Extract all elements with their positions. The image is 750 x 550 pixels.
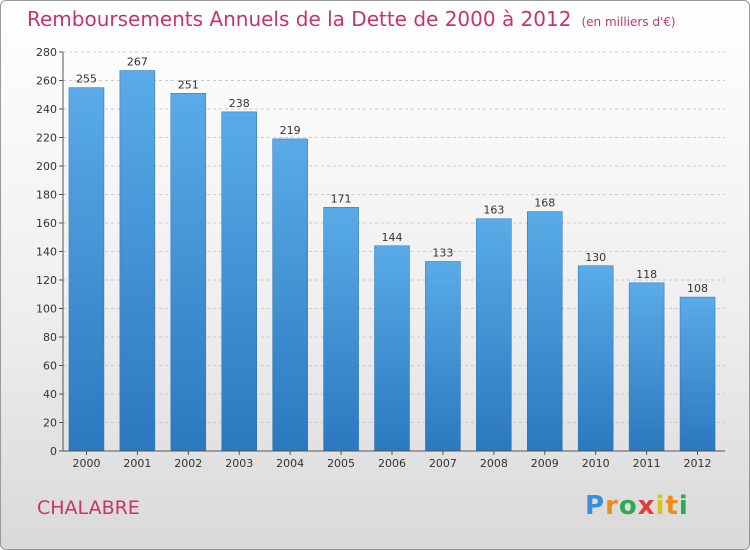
bar [170,93,207,452]
chart-title: Remboursements Annuels de la Dette de 20… [27,7,676,31]
bar [323,207,359,452]
bar [374,245,410,452]
bar [68,87,105,452]
bar-value-label: 171 [331,192,352,205]
bar-value-label: 238 [229,97,250,110]
x-tick-label: 2003 [225,457,253,470]
y-tick-label: 280 [36,46,57,59]
x-tick-label: 2006 [378,457,406,470]
proxiti-logo: Proxiti [585,491,689,521]
y-tick-label: 0 [50,445,57,458]
bar-value-label: 144 [382,231,403,244]
bar-value-label: 255 [76,73,97,86]
y-tick-label: 20 [43,417,57,430]
bar-value-label: 163 [483,204,504,217]
bar [628,282,665,452]
bar [527,211,563,452]
bar-value-label: 133 [432,246,453,259]
commune-name: CHALABRE [37,497,140,519]
bar-value-label: 219 [280,124,301,137]
bar [577,265,614,452]
y-tick-label: 140 [36,246,57,259]
chart-title-text: Remboursements Annuels de la Dette de 20… [27,7,572,31]
bar-value-label: 251 [178,78,199,91]
bar-value-label: 267 [127,56,148,69]
y-tick-label: 60 [43,360,57,373]
bar [425,261,461,452]
chart-unit-note: (en milliers d'€) [581,15,676,29]
bar-value-label: 168 [534,197,555,210]
x-tick-label: 2004 [276,457,304,470]
x-tick-label: 2005 [327,457,355,470]
y-tick-label: 80 [43,331,57,344]
y-tick-label: 40 [43,388,57,401]
y-tick-label: 200 [36,160,57,173]
y-tick-label: 100 [36,303,57,316]
bar [679,296,716,452]
bar [272,138,308,452]
y-tick-label: 180 [36,189,57,202]
y-tick-label: 120 [36,274,57,287]
bar-value-label: 130 [585,251,606,264]
x-tick-label: 2000 [72,457,100,470]
bar [221,111,257,452]
bar [476,218,512,452]
y-tick-label: 260 [36,75,57,88]
y-tick-label: 240 [36,103,57,116]
x-tick-label: 2009 [531,457,559,470]
x-tick-label: 2008 [480,457,508,470]
bar [119,70,156,452]
x-tick-label: 2010 [582,457,610,470]
y-tick-label: 220 [36,132,57,145]
bar-value-label: 108 [687,282,708,295]
x-tick-label: 2007 [429,457,457,470]
y-tick-label: 160 [36,217,57,230]
x-tick-label: 2001 [123,457,151,470]
x-tick-label: 2012 [684,457,712,470]
x-tick-label: 2002 [174,457,202,470]
bar-value-label: 118 [636,268,657,281]
x-tick-label: 2011 [633,457,661,470]
